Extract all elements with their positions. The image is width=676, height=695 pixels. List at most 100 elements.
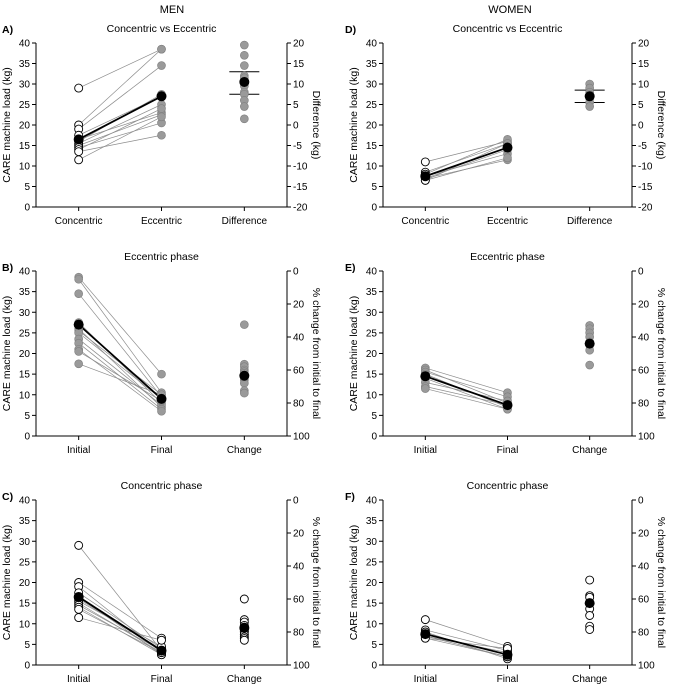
- panel-title: Concentric phase: [121, 480, 203, 492]
- mean-point: [156, 393, 167, 404]
- data-point: [74, 359, 83, 369]
- right-tick-label: -20: [638, 203, 653, 214]
- women-header: WOMEN: [488, 4, 531, 16]
- right-tick-label: 40: [293, 333, 305, 344]
- left-tick-label: 20: [19, 578, 31, 589]
- data-point: [74, 274, 83, 284]
- left-tick-label: 10: [19, 390, 31, 401]
- right-axis-title: Difference (kg): [310, 91, 322, 160]
- left-axis-title: CARE machine load (kg): [1, 67, 13, 183]
- x-tick-label: Difference: [567, 216, 613, 227]
- data-point: [240, 61, 249, 70]
- data-point: [585, 102, 594, 111]
- right-tick-label: 15: [293, 59, 305, 70]
- mean-point: [420, 171, 431, 182]
- paired-line: [78, 48, 162, 126]
- mean-point: [502, 142, 513, 153]
- data-point: [74, 540, 84, 550]
- left-tick-label: 5: [24, 182, 30, 193]
- data-point: [239, 594, 249, 604]
- mean-point: [239, 622, 250, 633]
- right-axis-title: % change from initial to final: [655, 288, 667, 419]
- data-point: [157, 61, 166, 70]
- data-point: [240, 320, 249, 329]
- mean-line: [78, 596, 162, 652]
- left-tick-label: 20: [19, 121, 31, 132]
- men-header: MEN: [160, 4, 185, 16]
- data-point: [74, 604, 84, 614]
- left-tick-label: 30: [366, 537, 378, 548]
- panel-title: Concentric phase: [467, 480, 549, 492]
- mean-point: [73, 319, 84, 330]
- paired-line: [425, 371, 508, 398]
- left-tick-label: 40: [19, 496, 31, 507]
- right-axis-title: % change from initial to final: [310, 517, 322, 648]
- left-tick-label: 20: [366, 578, 378, 589]
- paired-line: [78, 545, 162, 651]
- right-tick-label: 100: [293, 432, 310, 443]
- left-axis-title: CARE machine load (kg): [348, 67, 360, 183]
- mean-line: [78, 323, 163, 400]
- mean-point: [502, 400, 513, 411]
- data-point: [239, 635, 249, 645]
- left-tick-label: 20: [366, 121, 378, 132]
- right-tick-label: -5: [638, 141, 647, 152]
- paired-line: [425, 631, 508, 660]
- left-tick-label: 30: [19, 80, 31, 91]
- data-point: [157, 635, 166, 645]
- data-point: [240, 114, 249, 124]
- left-tick-label: 0: [24, 432, 30, 443]
- panel-title: Eccentric phase: [470, 251, 545, 263]
- left-axis-title: CARE machine load (kg): [348, 296, 360, 412]
- data-point: [585, 360, 594, 370]
- paired-line: [425, 637, 508, 658]
- data-point: [74, 147, 84, 157]
- left-tick-label: 15: [19, 599, 31, 610]
- paired-line: [78, 338, 162, 406]
- panel-c: C) Concentric phase 0 5 10 15 20 25 30 35 40 0 20 40 6…: [1, 480, 322, 685]
- paired-line: [78, 617, 162, 641]
- right-tick-label: -15: [293, 182, 308, 193]
- left-axis-title: CARE machine load (kg): [1, 525, 13, 641]
- right-tick-label: 20: [638, 529, 650, 540]
- data-point: [420, 615, 430, 625]
- right-tick-label: 40: [293, 562, 305, 573]
- left-tick-label: 30: [366, 80, 378, 91]
- mean-point: [239, 370, 250, 381]
- right-tick-label: 80: [638, 399, 650, 410]
- panel-e: E) Eccentric phase 0 5 10 15 20 25 30 35 40 0 20 40 60…: [345, 251, 667, 456]
- data-point: [157, 44, 166, 54]
- right-tick-label: 80: [638, 628, 650, 639]
- paired-line: [425, 619, 508, 647]
- left-tick-label: 35: [19, 516, 31, 527]
- x-tick-label: Difference: [222, 216, 268, 227]
- data-point: [240, 102, 249, 111]
- left-axis-title: CARE machine load (kg): [348, 525, 360, 641]
- paired-line: [425, 157, 508, 181]
- x-tick-label: Final: [497, 445, 519, 456]
- mean-point: [73, 591, 84, 602]
- left-tick-label: 20: [366, 349, 378, 360]
- panel-title: Concentric vs Eccentric: [107, 23, 217, 35]
- left-tick-label: 0: [371, 203, 377, 214]
- left-tick-label: 40: [366, 496, 378, 507]
- paired-line: [425, 386, 508, 406]
- data-point: [157, 369, 166, 379]
- right-tick-label: -15: [638, 182, 653, 193]
- mean-line: [425, 375, 508, 406]
- right-tick-label: 60: [293, 595, 305, 606]
- paired-line: [78, 276, 162, 375]
- data-point: [585, 611, 595, 620]
- left-tick-label: 35: [366, 516, 378, 527]
- right-tick-label: -20: [293, 203, 308, 214]
- data-point: [240, 40, 249, 50]
- x-tick-label: Change: [572, 674, 607, 685]
- mean-point: [502, 649, 513, 660]
- panel-label: C): [2, 491, 13, 503]
- paired-line: [78, 609, 162, 653]
- left-tick-label: 15: [366, 370, 378, 381]
- data-point: [157, 130, 166, 140]
- left-tick-label: 10: [366, 162, 378, 173]
- left-tick-label: 10: [366, 619, 378, 630]
- left-tick-label: 35: [366, 287, 378, 298]
